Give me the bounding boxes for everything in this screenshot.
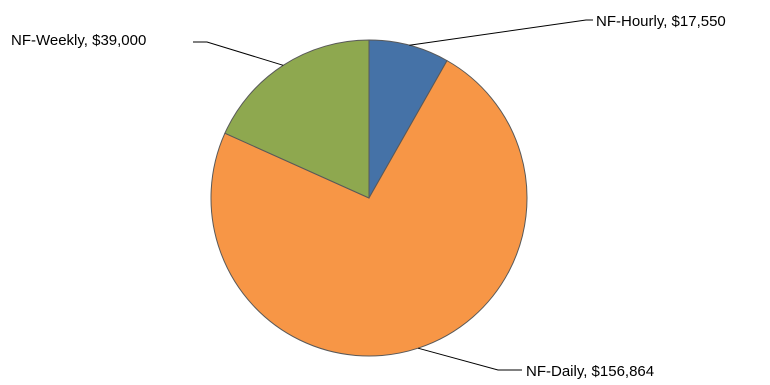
pie-slices — [210, 39, 528, 357]
leader-line-nf-weekly — [193, 41, 284, 66]
data-label-nf-daily: NF-Daily, $156,864 — [526, 363, 654, 380]
data-label-nf-weekly: NF-Weekly, $39,000 — [11, 32, 146, 49]
data-label-nf-hourly: NF-Hourly, $17,550 — [596, 13, 726, 30]
leader-lines — [193, 19, 593, 371]
leader-line-nf-hourly — [409, 19, 593, 46]
leader-line-nf-daily — [417, 347, 522, 371]
